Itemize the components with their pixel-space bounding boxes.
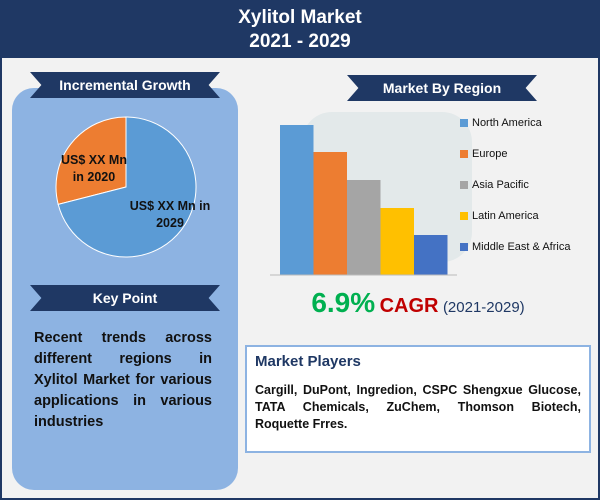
legend-swatch (460, 212, 468, 220)
bar (280, 125, 314, 275)
title: Xylitol Market (238, 7, 362, 28)
key-point-text: Recent trends across different regions i… (34, 330, 212, 430)
pie-slice (55, 116, 127, 206)
legend-swatch (460, 243, 468, 251)
legend-swatch (460, 181, 468, 189)
legend-label: Asia Pacific (472, 179, 529, 191)
cagr-value: 6.9% (311, 287, 376, 318)
legend-swatch (460, 119, 468, 127)
legend-label: Europe (472, 148, 507, 160)
bar (313, 152, 347, 275)
section-heading: Key Point (30, 285, 220, 311)
cagr-label: CAGR (379, 295, 439, 317)
players-heading: Market Players (255, 353, 361, 370)
players-text: Cargill, DuPont, Ingredion, CSPC Shengxu… (255, 383, 581, 431)
subtitle: 2021 - 2029 (249, 31, 351, 52)
cagr: 6.9% CAGR (2021-2029) (245, 287, 591, 319)
bar (414, 235, 448, 275)
header: Xylitol Market 2021 - 2029 (2, 2, 598, 58)
legend-label: Middle East & Africa (472, 241, 571, 253)
pie-slice (57, 116, 197, 258)
slice-label: US$ XX Mn in 2029 (129, 199, 211, 230)
slice-label-box: US$ XX Mn in 2029 (129, 199, 211, 230)
players-box: Market Players Cargill, DuPont, Ingredio… (245, 345, 591, 453)
slice-label-box: US$ XX Mn in 2020 (61, 153, 127, 184)
section-heading: Incremental Growth (30, 72, 220, 98)
section-heading: Market By Region (347, 75, 537, 101)
legend-label: Latin America (472, 210, 540, 222)
legend-label: North America (472, 117, 543, 129)
slice-label: US$ XX Mn in 2020 (61, 153, 127, 184)
bar (380, 208, 414, 275)
bar (347, 180, 381, 275)
cagr-period: (2021-2029) (442, 299, 525, 316)
legend-swatch (460, 150, 468, 158)
